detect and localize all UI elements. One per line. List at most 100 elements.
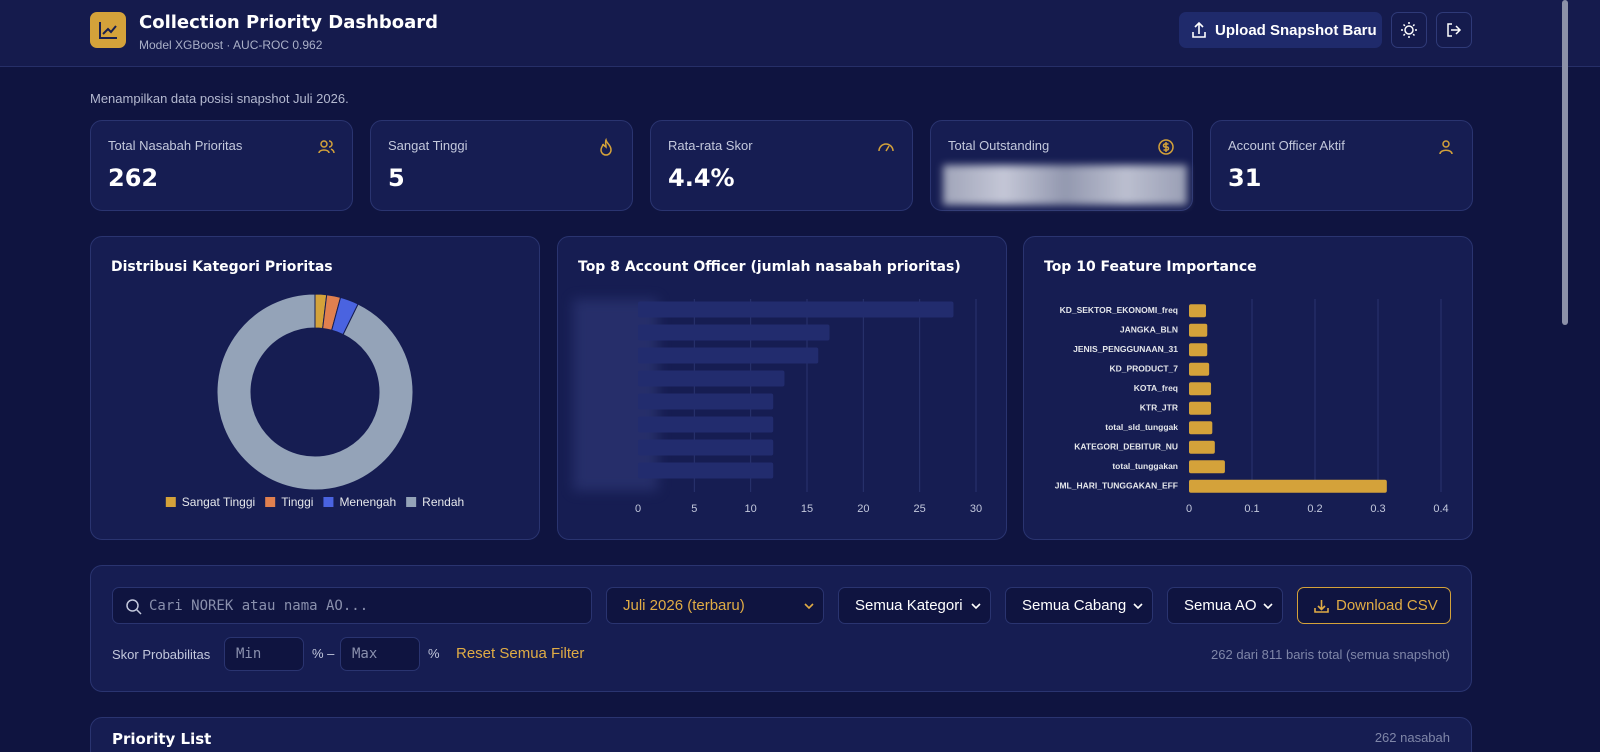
logo <box>90 12 126 48</box>
kpi-card: Rata-rata Skor 4.4% <box>650 120 913 211</box>
logout-button[interactable] <box>1436 12 1472 48</box>
score-label: Skor Probabilitas <box>112 647 211 662</box>
app-title: Collection Priority Dashboard <box>139 12 439 33</box>
chart: Distribusi Kategori Prioritas Sangat Ting… <box>111 259 464 509</box>
chart-title: Distribusi Kategori Prioritas <box>111 259 333 275</box>
priority-list: Priority List 262 nasabah <box>90 717 1472 752</box>
x-tick-label: 10 <box>745 503 757 515</box>
kpi-value: 262 <box>108 164 159 192</box>
kpi-label: Sangat Tinggi <box>388 138 468 153</box>
x-tick-label: 15 <box>801 503 813 515</box>
category-select[interactable]: Semua Kategori <box>838 587 991 624</box>
bar <box>1189 343 1208 357</box>
search-icon <box>126 599 142 615</box>
chevron <box>804 603 814 610</box>
kpi-label: Rata-rata Skor <box>668 138 753 153</box>
reset-link[interactable]: Reset Semua Filter <box>456 645 585 662</box>
x-tick-label: 0.2 <box>1307 503 1322 515</box>
kpi-value: 4.4% <box>668 164 735 192</box>
kpi-card: Sangat Tinggi 5 <box>370 120 633 211</box>
sun-icon <box>1401 22 1417 38</box>
x-tick-label: 0.4 <box>1433 503 1448 515</box>
kpi-label: Account Officer Aktif <box>1228 138 1345 153</box>
upload-button[interactable]: Upload Snapshot Baru <box>1179 12 1382 48</box>
y-tick-label: total_sld_tunggak <box>1105 422 1178 432</box>
bar <box>638 347 819 364</box>
bar <box>1189 382 1212 396</box>
period-value: Juli 2026 (terbaru) <box>623 597 745 614</box>
search-input[interactable]: Cari NOREK atau nama AO... <box>112 587 592 624</box>
chart-card: Top 10 Feature Importance 0 0.1 0.2 0.3 0.4 KD… <box>1023 236 1473 540</box>
y-tick-label: KD_PRODUCT_7 <box>1110 364 1179 374</box>
bar <box>1189 362 1210 376</box>
logout-icon <box>1447 23 1462 37</box>
download-label: Download CSV <box>1336 597 1438 614</box>
kpi-icon <box>318 140 335 154</box>
row-count: 262 dari 811 baris total (semua snapshot… <box>1211 647 1450 662</box>
bar <box>638 301 954 318</box>
x-tick-label: 5 <box>691 503 697 515</box>
y-tick-label: KOTA_freq <box>1134 383 1178 393</box>
kpi-label: Total Outstanding <box>948 138 1050 153</box>
y-tick-label: total_tunggakan <box>1112 461 1178 471</box>
bar <box>638 393 774 410</box>
separator: % – <box>312 646 335 661</box>
pie-slice <box>216 293 414 491</box>
chart-card: Top 8 Account Officer (jumlah nasabah pr… <box>557 236 1007 540</box>
list-title: Priority List <box>112 730 212 748</box>
y-tick-label: JENIS_PENGGUNAAN_31 <box>1073 344 1178 354</box>
bar <box>1189 323 1208 337</box>
x-tick-label: 0 <box>635 503 641 515</box>
chart: Top 8 Account Officer (jumlah nasabah pr… <box>573 259 982 515</box>
chart-card: Distribusi Kategori Prioritas Sangat Ting… <box>90 236 540 540</box>
bar <box>1189 304 1207 318</box>
kpi-icon <box>1158 139 1174 155</box>
y-tick-label: JML_HARI_TUNGGAKAN_EFF <box>1055 481 1178 491</box>
ao-value: Semua AO <box>1184 597 1257 614</box>
min-input[interactable]: Min <box>224 637 304 671</box>
bar <box>1189 421 1213 435</box>
y-tick-label: JANGKA_BLN <box>1120 325 1178 335</box>
kpi-card: Total Nasabah Prioritas 262 <box>90 120 353 211</box>
kpi-card: Account Officer Aktif 31 <box>1210 120 1473 211</box>
x-tick-label: 0.1 <box>1244 503 1259 515</box>
kpi-card: Total Outstanding <box>930 120 1193 211</box>
min-placeholder: Min <box>236 646 262 662</box>
category-value: Semua Kategori <box>855 597 963 614</box>
ao-select[interactable]: Semua AO <box>1167 587 1283 624</box>
theme-button[interactable] <box>1391 12 1427 48</box>
bar <box>638 370 785 387</box>
max-input[interactable]: Max <box>340 637 420 671</box>
legend-swatch <box>265 497 276 507</box>
bar <box>1189 460 1225 474</box>
branch-value: Semua Cabang <box>1022 597 1127 614</box>
legend-label: Menengah <box>339 495 396 509</box>
y-tick-label: KATEGORI_DEBITUR_NU <box>1074 442 1178 452</box>
kpi-icon <box>878 143 894 152</box>
logo-icon <box>99 22 117 39</box>
bar <box>1189 440 1215 454</box>
percent: % <box>428 646 440 661</box>
chevron <box>1133 603 1143 610</box>
redacted-value <box>943 165 1187 205</box>
legend-swatch <box>323 497 334 507</box>
y-tick-label: KTR_JTR <box>1140 403 1178 413</box>
list-count: 262 nasabah <box>1374 730 1450 745</box>
legend-label: Sangat Tinggi <box>182 495 255 509</box>
chart-title: Top 10 Feature Importance <box>1044 259 1257 275</box>
kpi-icon <box>600 138 612 156</box>
upload-icon <box>1192 21 1206 38</box>
download-button[interactable]: Download CSV <box>1297 587 1451 624</box>
scrollbar-thumb <box>1562 0 1568 325</box>
x-tick-label: 0.3 <box>1370 503 1385 515</box>
x-tick-label: 25 <box>914 503 926 515</box>
bar <box>638 324 830 341</box>
legend: Sangat Tinggi Tinggi Menengah Rendah <box>165 495 464 509</box>
period-select[interactable]: Juli 2026 (terbaru) <box>606 587 824 624</box>
branch-select[interactable]: Semua Cabang <box>1005 587 1153 624</box>
bar <box>638 439 774 456</box>
chart: Top 10 Feature Importance 0 0.1 0.2 0.3 0.4 KD… <box>1044 259 1449 515</box>
legend-label: Tinggi <box>281 495 313 509</box>
chevron <box>971 603 981 610</box>
